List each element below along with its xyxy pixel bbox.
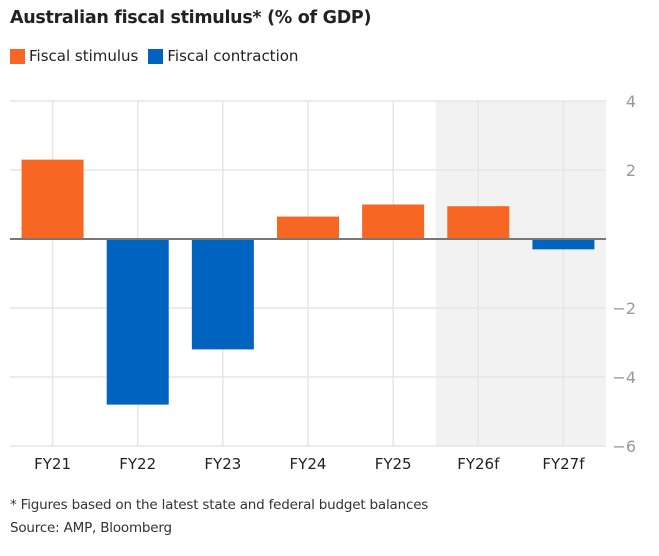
chart-plot: 4 2 −2 −4 −6 FY21 FY22 FY23 FY24 FY25 FY26f FY27f xyxy=(10,92,636,473)
legend-swatch-stimulus xyxy=(10,48,25,64)
bar-fy25 xyxy=(362,204,425,239)
legend-label-contraction: Fiscal contraction xyxy=(167,47,299,65)
legend-item-contraction: Fiscal contraction xyxy=(148,47,298,65)
x-tick-label: FY24 xyxy=(290,455,327,473)
x-tick-label: FY27f xyxy=(542,455,585,473)
bar-fy24 xyxy=(277,216,339,239)
x-tick-label: FY25 xyxy=(375,455,412,473)
x-tick-label: FY26f xyxy=(457,455,500,473)
legend-label-stimulus: Fiscal stimulus xyxy=(29,47,139,65)
legend-swatch-contraction xyxy=(148,48,164,64)
source-note: Source: AMP, Bloomberg xyxy=(10,520,172,536)
legend-item-stimulus: Fiscal stimulus xyxy=(10,47,138,65)
x-tick-label: FY23 xyxy=(204,455,241,473)
x-tick-label: FY21 xyxy=(34,455,71,473)
x-tick-label: FY22 xyxy=(119,455,156,473)
bar-fy27f xyxy=(532,239,595,250)
y-tick-label: −6 xyxy=(612,437,636,456)
bar-fy26f xyxy=(447,206,510,239)
legend: Fiscal stimulus Fiscal contraction xyxy=(10,47,308,65)
bar-fy21 xyxy=(21,159,84,239)
bar-fy23 xyxy=(191,239,254,350)
bar-fy22 xyxy=(106,239,169,405)
chart-title: Australian fiscal stimulus* (% of GDP) xyxy=(10,8,372,28)
y-tick-label: −4 xyxy=(612,368,636,387)
forecast-shading xyxy=(435,101,606,446)
y-tick-label: 4 xyxy=(626,92,636,111)
y-tick-label: 2 xyxy=(626,161,636,180)
y-tick-label: −2 xyxy=(612,299,636,318)
footnote: * Figures based on the latest state and … xyxy=(10,497,429,513)
